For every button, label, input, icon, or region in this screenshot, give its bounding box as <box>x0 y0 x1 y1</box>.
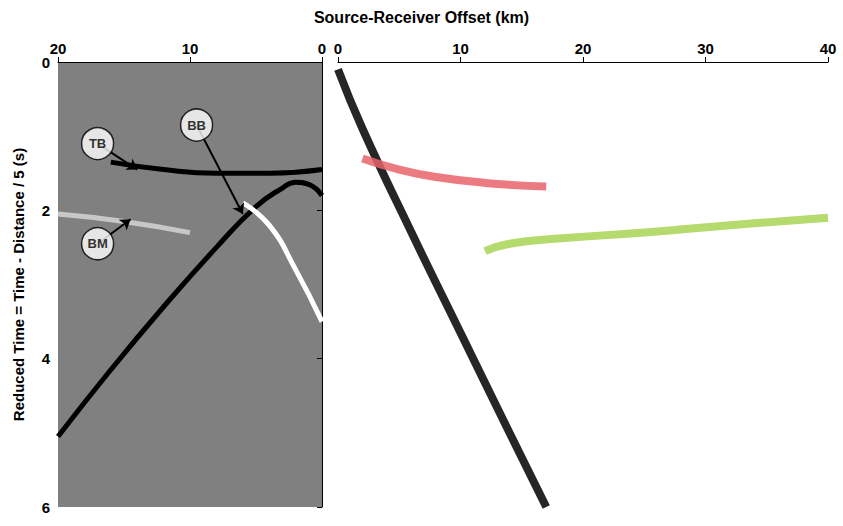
svg-text:BB: BB <box>187 118 206 133</box>
svg-text:Reduced Time = Time - Distance: Reduced Time = Time - Distance / 5 (s) <box>10 148 27 421</box>
svg-text:0: 0 <box>334 40 342 57</box>
svg-text:20: 20 <box>50 40 67 57</box>
svg-text:40: 40 <box>820 40 837 57</box>
svg-text:Source-Receiver Offset (km): Source-Receiver Offset (km) <box>314 9 529 26</box>
svg-text:2: 2 <box>42 202 50 219</box>
svg-text:4: 4 <box>42 350 51 367</box>
svg-text:0: 0 <box>41 53 50 71</box>
svg-text:6: 6 <box>42 499 50 516</box>
svg-text:30: 30 <box>697 40 714 57</box>
svg-text:10: 10 <box>182 40 199 57</box>
svg-text:TB: TB <box>89 136 106 151</box>
svg-text:10: 10 <box>452 40 469 57</box>
svg-text:0: 0 <box>318 40 326 57</box>
svg-text:20: 20 <box>575 40 592 57</box>
svg-text:BM: BM <box>87 236 107 251</box>
